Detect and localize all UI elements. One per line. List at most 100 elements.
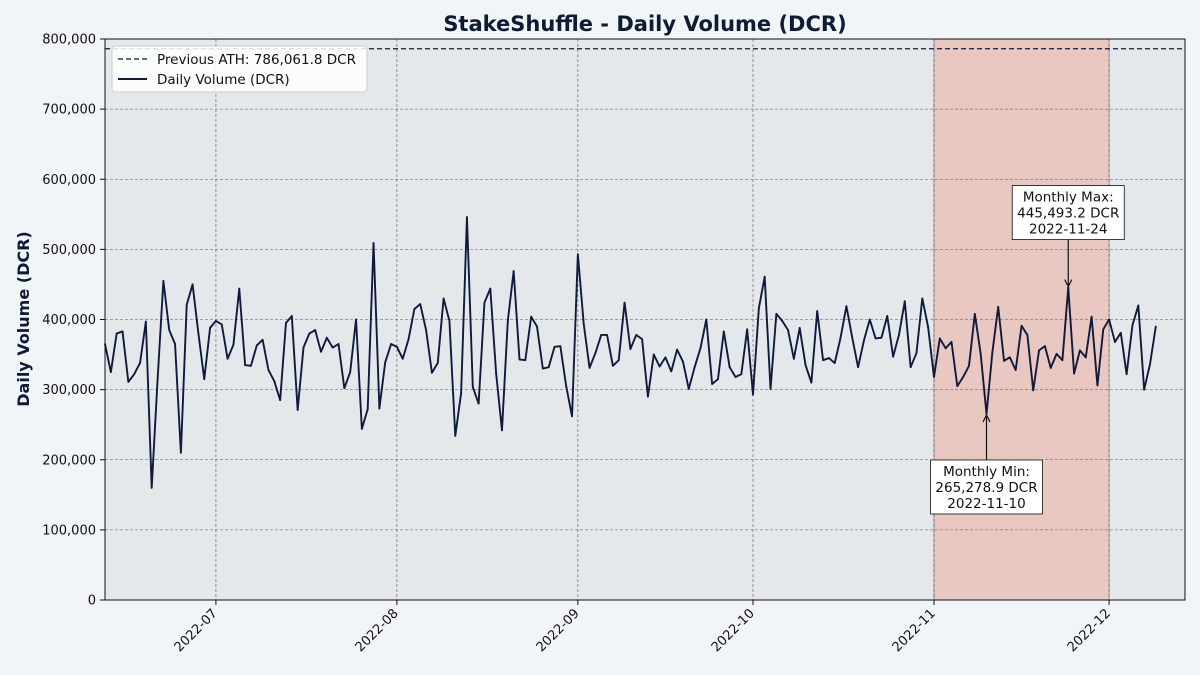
data-point [530, 315, 533, 318]
data-point [1073, 372, 1075, 375]
data-point [559, 345, 562, 348]
data-point [407, 338, 410, 341]
data-point [810, 381, 813, 384]
y-tick-label: 100,000 [42, 523, 96, 538]
x-tick-label: 2022-08 [353, 606, 402, 655]
data-point [506, 320, 509, 322]
x-tick-label: 2022-07 [172, 606, 221, 655]
data-point [238, 287, 241, 290]
legend-ath-label: Previous ATH: 786,061.8 DCR [157, 52, 356, 68]
data-point [787, 329, 789, 331]
data-point [629, 348, 632, 350]
data-point [419, 303, 422, 305]
data-point [863, 339, 865, 342]
data-point [320, 350, 322, 353]
data-point [979, 352, 982, 355]
data-point [273, 380, 276, 383]
annotation-min-line-3: 2022-11-10 [947, 496, 1025, 512]
data-point [857, 366, 859, 369]
data-point [822, 359, 824, 362]
data-point [448, 320, 451, 322]
data-point [366, 408, 369, 411]
data-point [1090, 315, 1093, 318]
data-point [611, 364, 614, 367]
data-point [746, 328, 749, 331]
annotation-min-box [930, 459, 1043, 515]
data-point [518, 358, 521, 361]
data-point [255, 344, 258, 347]
data-point [495, 372, 498, 375]
data-point [606, 334, 608, 336]
data-point [1125, 373, 1128, 376]
data-point [705, 318, 708, 321]
y-tick-label: 700,000 [42, 103, 96, 118]
data-point [833, 362, 836, 364]
data-point [1079, 349, 1081, 352]
data-point [722, 330, 725, 333]
data-point [296, 409, 299, 411]
data-point [950, 341, 953, 343]
annotation-max-arrowhead [1064, 279, 1073, 288]
data-point [1055, 352, 1058, 355]
y-tick-label: 300,000 [42, 383, 96, 398]
data-point [191, 283, 194, 286]
data-point [839, 336, 842, 339]
data-points [104, 216, 1157, 489]
data-point [302, 346, 305, 349]
data-point [244, 364, 247, 366]
data-point [220, 323, 223, 326]
data-point [816, 310, 819, 312]
data-point [512, 270, 515, 273]
data-point [115, 332, 118, 335]
data-point [938, 337, 941, 340]
data-point [1143, 388, 1146, 391]
data-point [442, 297, 445, 300]
data-point [285, 322, 287, 324]
annotation-max-line-2: 445,493.2 DCR [1017, 206, 1119, 222]
data-point [1008, 356, 1011, 359]
data-point [1026, 334, 1029, 336]
annotation-monthly-max: Monthly Max: 445,493.2 DCR 2022-11-24 [1011, 185, 1125, 288]
data-point [973, 312, 976, 315]
data-point [401, 357, 404, 360]
data-point [775, 312, 778, 315]
data-point [325, 336, 328, 339]
data-point [962, 376, 965, 378]
data-point [431, 371, 433, 374]
data-point [582, 322, 585, 325]
data-point [927, 326, 930, 329]
annotation-min-arrowhead [982, 413, 991, 423]
data-point [687, 388, 690, 390]
x-tick-label: 2022-10 [709, 606, 758, 655]
data-point [693, 366, 696, 369]
data-point [944, 347, 947, 350]
data-point [372, 242, 375, 244]
data-point [360, 427, 363, 430]
data-point [179, 451, 182, 454]
data-point [290, 315, 293, 317]
data-point [991, 351, 994, 354]
data-point [798, 327, 801, 329]
data-point [1096, 384, 1099, 387]
data-point [466, 216, 468, 219]
data-point [915, 352, 918, 355]
data-point [845, 305, 848, 308]
data-point [880, 336, 883, 339]
data-point [1003, 359, 1005, 362]
data-point [109, 371, 112, 373]
data-point [740, 373, 743, 376]
data-point [652, 353, 655, 356]
annotation-max-box [1011, 185, 1125, 240]
data-point [1149, 363, 1151, 366]
data-point [956, 385, 959, 388]
data-point [892, 355, 895, 358]
chart-title: StakeShuffle - Daily Volume (DCR) [443, 12, 846, 36]
data-point [144, 320, 147, 323]
data-point [547, 366, 550, 369]
data-point [1084, 356, 1087, 359]
data-point [968, 364, 970, 367]
data-point [314, 329, 317, 331]
data-point [384, 361, 387, 364]
legend: Previous ATH: 786,061.8 DCR Daily Volume… [111, 45, 368, 93]
